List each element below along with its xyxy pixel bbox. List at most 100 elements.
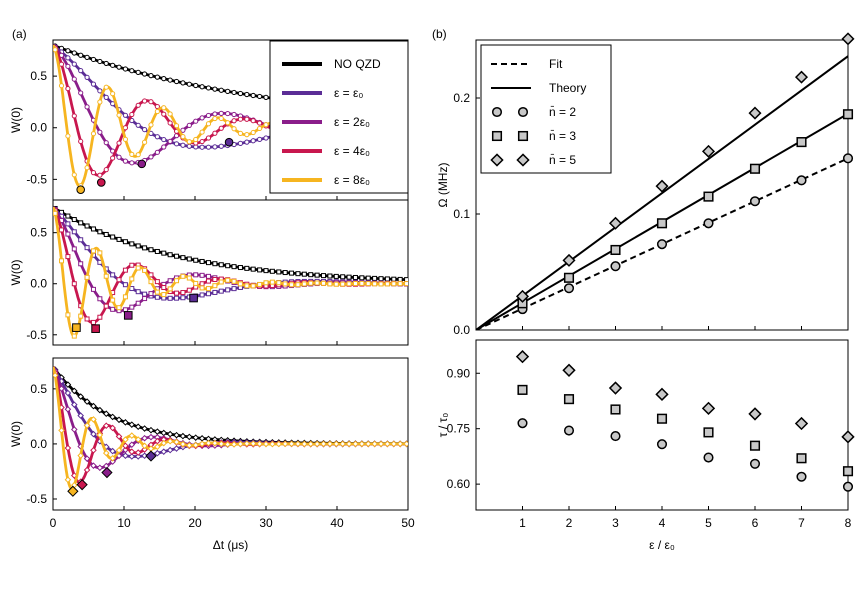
data-point bbox=[263, 122, 269, 128]
data-point bbox=[128, 448, 136, 456]
data-point bbox=[58, 427, 65, 434]
legend-swatch bbox=[517, 130, 529, 142]
data-point bbox=[97, 229, 103, 235]
data-point bbox=[186, 139, 192, 145]
data-point bbox=[142, 267, 148, 273]
data-point bbox=[84, 316, 90, 322]
y-tick-label: 0.5 bbox=[30, 382, 47, 396]
data-point bbox=[78, 52, 84, 58]
data-point bbox=[841, 32, 855, 46]
data-point bbox=[359, 280, 365, 286]
data-point bbox=[358, 440, 366, 448]
data-point bbox=[167, 111, 173, 117]
data-point bbox=[218, 143, 224, 149]
x-tick-label: 2 bbox=[566, 516, 573, 530]
data-point bbox=[65, 85, 71, 92]
legend-label: n̄ = 5 bbox=[549, 153, 576, 167]
data-point bbox=[141, 452, 148, 460]
data-point bbox=[345, 440, 353, 448]
data-point bbox=[352, 274, 358, 280]
x-tick-label: 3 bbox=[612, 516, 619, 530]
data-point bbox=[225, 263, 231, 269]
data-point bbox=[135, 289, 141, 295]
data-point bbox=[161, 285, 167, 291]
data-point bbox=[90, 446, 97, 454]
data-point bbox=[148, 279, 154, 285]
data-point bbox=[295, 282, 301, 288]
data-point bbox=[128, 432, 136, 439]
data-point bbox=[173, 431, 180, 439]
data-point bbox=[122, 158, 129, 164]
data-point bbox=[64, 476, 72, 484]
data-point bbox=[224, 441, 231, 448]
data-point bbox=[71, 333, 77, 339]
data-point bbox=[116, 236, 122, 242]
data-point bbox=[237, 130, 244, 136]
data-point bbox=[294, 440, 302, 448]
y-tick-label: 0.75 bbox=[447, 422, 471, 436]
data-point bbox=[129, 241, 135, 247]
x-tick-label: 50 bbox=[401, 516, 415, 530]
data-point bbox=[180, 295, 186, 301]
data-point bbox=[180, 142, 186, 148]
data-point bbox=[174, 278, 180, 284]
data-point bbox=[116, 154, 122, 160]
legend-swatch bbox=[516, 153, 530, 167]
data-point bbox=[237, 281, 243, 287]
data-point bbox=[701, 144, 716, 158]
data-point bbox=[314, 272, 320, 278]
data-point bbox=[78, 220, 84, 226]
data-point bbox=[199, 272, 205, 278]
data-point bbox=[122, 267, 128, 273]
x-tick-label: 0 bbox=[50, 516, 57, 530]
data-point bbox=[134, 423, 142, 431]
data-point bbox=[193, 136, 199, 143]
y-tick-label: 0.0 bbox=[30, 437, 47, 451]
data-point bbox=[199, 138, 205, 145]
data-point bbox=[53, 47, 58, 53]
data-point bbox=[141, 98, 148, 104]
data-point bbox=[257, 120, 263, 126]
data-point bbox=[154, 108, 160, 115]
data-point bbox=[173, 438, 180, 446]
data-point bbox=[352, 440, 359, 448]
data-point bbox=[749, 440, 761, 451]
data-point bbox=[205, 144, 212, 150]
data-point bbox=[748, 106, 762, 120]
data-point bbox=[83, 422, 91, 429]
data-point bbox=[78, 261, 84, 267]
data-point bbox=[53, 372, 59, 379]
data-point bbox=[166, 430, 174, 438]
data-point bbox=[166, 446, 174, 454]
data-point bbox=[147, 426, 155, 434]
data-point bbox=[295, 271, 301, 277]
data-point bbox=[65, 213, 71, 219]
data-point bbox=[173, 78, 180, 85]
data-point bbox=[193, 272, 199, 278]
data-point bbox=[250, 118, 256, 124]
data-point bbox=[225, 120, 231, 126]
data-point bbox=[656, 413, 668, 424]
legend-swatch bbox=[517, 106, 529, 118]
legend-label: ε = 2ε₀ bbox=[334, 115, 370, 129]
data-point bbox=[218, 115, 224, 122]
data-point bbox=[212, 86, 218, 92]
data-point bbox=[161, 105, 167, 111]
data-point bbox=[122, 436, 129, 443]
x-axis-label: ε / ε₀ bbox=[649, 538, 675, 552]
data-point bbox=[103, 94, 109, 100]
data-point bbox=[65, 55, 71, 61]
data-point bbox=[205, 121, 212, 127]
data-point bbox=[110, 234, 116, 240]
data-point bbox=[269, 268, 275, 274]
data-point bbox=[340, 274, 346, 280]
data-point bbox=[154, 149, 160, 155]
data-point bbox=[212, 261, 218, 267]
data-point bbox=[84, 223, 90, 229]
data-point bbox=[116, 140, 122, 146]
data-point bbox=[135, 122, 141, 128]
data-point bbox=[142, 245, 148, 251]
data-point bbox=[134, 449, 142, 456]
data-point bbox=[205, 260, 211, 266]
x-tick-label: 4 bbox=[659, 516, 666, 530]
